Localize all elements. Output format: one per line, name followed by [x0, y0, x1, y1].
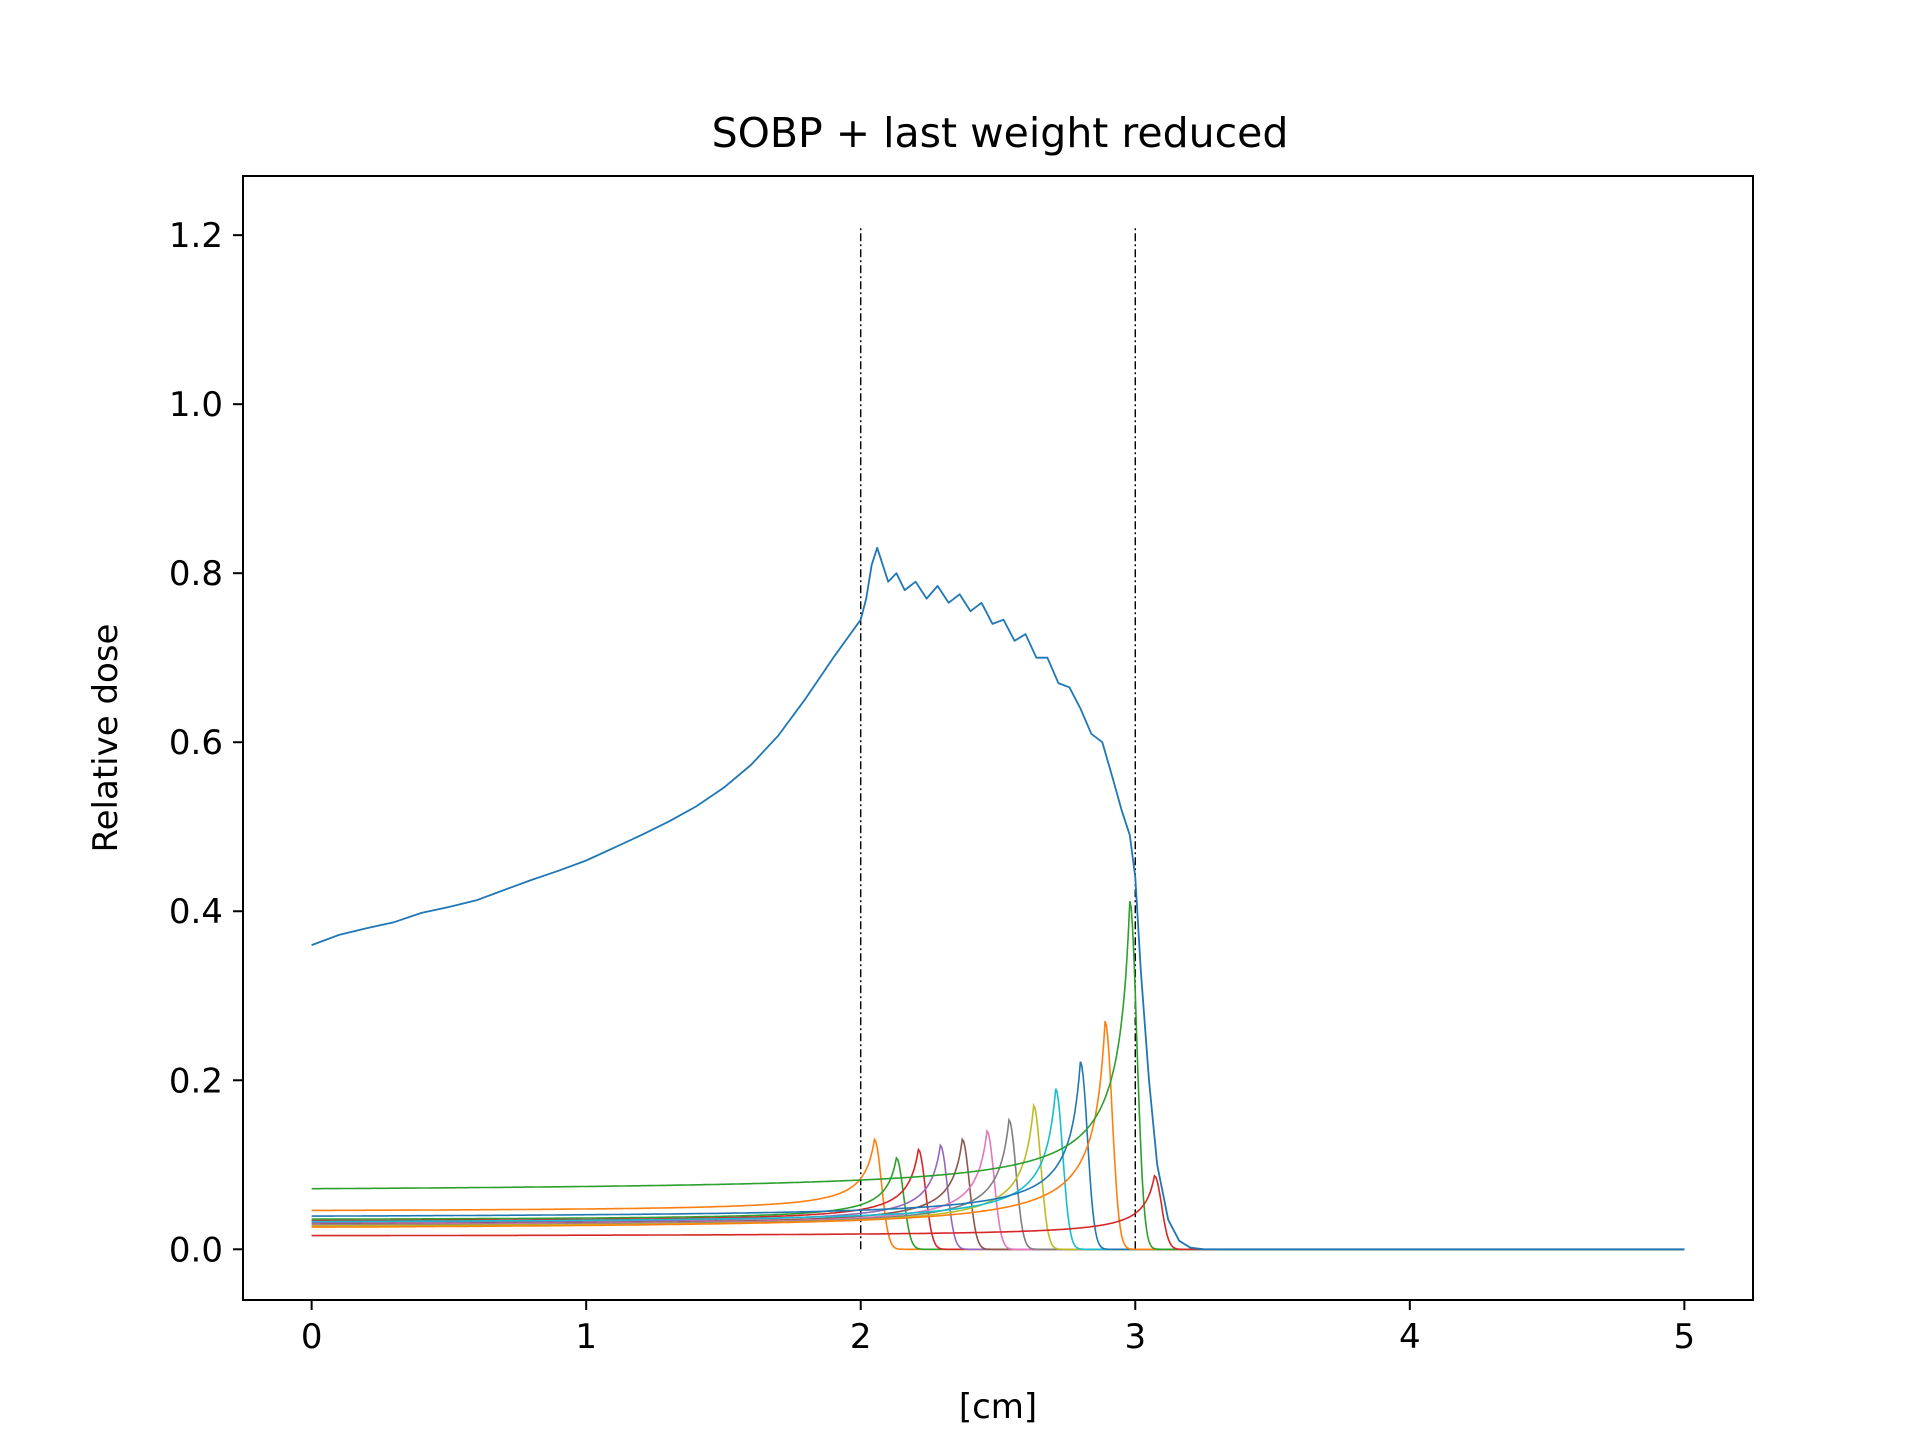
y-tick-label: 1.0 — [169, 385, 223, 425]
x-tick-label: 5 — [1674, 1317, 1696, 1357]
y-tick-label: 0.2 — [169, 1061, 223, 1101]
y-axis-label: Relative dose — [86, 624, 126, 853]
y-tick-label: 0.6 — [169, 723, 223, 763]
x-tick-label: 3 — [1124, 1317, 1146, 1357]
x-tick-label: 1 — [575, 1317, 597, 1357]
bragg-peak-curve — [311, 1117, 1685, 1251]
x-axis-label: [cm] — [959, 1387, 1037, 1427]
x-tick-label: 0 — [301, 1317, 323, 1357]
bragg-peak-curve — [311, 1137, 1685, 1251]
sobp-curve — [311, 546, 1685, 1251]
y-tick-label: 0.4 — [169, 892, 223, 932]
y-tick-label: 0.0 — [169, 1230, 223, 1270]
x-axis: 0 1 2 3 4 5 — [301, 1300, 1695, 1357]
bragg-peak-curve — [311, 1137, 1685, 1251]
plot-frame — [242, 175, 1754, 1301]
chart-title: SOBP + last weight reduced — [712, 109, 1289, 157]
plot-area — [311, 226, 1685, 1251]
y-tick-label: 0.8 — [169, 554, 223, 594]
x-tick-label: 2 — [850, 1317, 872, 1357]
y-axis: 0.0 0.2 0.4 0.6 0.8 1.0 1.2 — [169, 216, 243, 1270]
y-tick-label: 1.2 — [169, 216, 223, 256]
bragg-peak-curve — [311, 1102, 1685, 1251]
x-tick-label: 4 — [1399, 1317, 1421, 1357]
